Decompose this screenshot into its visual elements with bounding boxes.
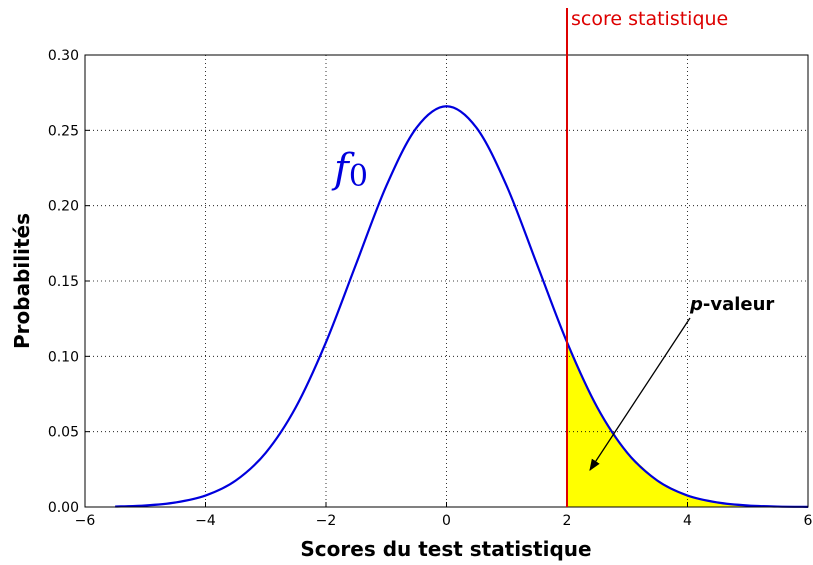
x-tick-label: 0 — [442, 513, 451, 529]
y-tick-label: 0.15 — [48, 274, 79, 290]
plot-frame — [84, 54, 809, 508]
x-tick-label: 6 — [804, 513, 813, 529]
y-tick-label: 0.30 — [48, 48, 79, 64]
y-tick-label: 0.05 — [48, 425, 79, 441]
x-tick-label: 2 — [563, 513, 572, 529]
x-tick-label: −2 — [316, 513, 337, 529]
series-label: f0 — [331, 146, 368, 194]
y-tick-label: 0.20 — [48, 199, 79, 215]
y-axis-label: Probabilités — [10, 213, 34, 349]
x-axis-label: Scores du test statistique — [300, 537, 591, 561]
annotation: p-valeur — [689, 294, 774, 315]
p-value-area — [567, 342, 808, 507]
threshold-label: score statistique — [571, 8, 728, 30]
x-tick-label: 4 — [683, 513, 692, 529]
y-tick-label: 0.25 — [48, 123, 79, 139]
y-tick-label: 0.10 — [48, 349, 79, 365]
x-tick-label: −4 — [195, 513, 216, 529]
density-curve — [115, 105, 809, 508]
y-tick-label: 0.00 — [48, 500, 79, 516]
x-tick-label: −6 — [75, 513, 96, 529]
series-label-sub: 0 — [349, 159, 368, 194]
annotation-arrow — [589, 317, 691, 471]
annotation-italic: p — [689, 294, 703, 315]
annotation-rest: -valeur — [703, 294, 775, 315]
